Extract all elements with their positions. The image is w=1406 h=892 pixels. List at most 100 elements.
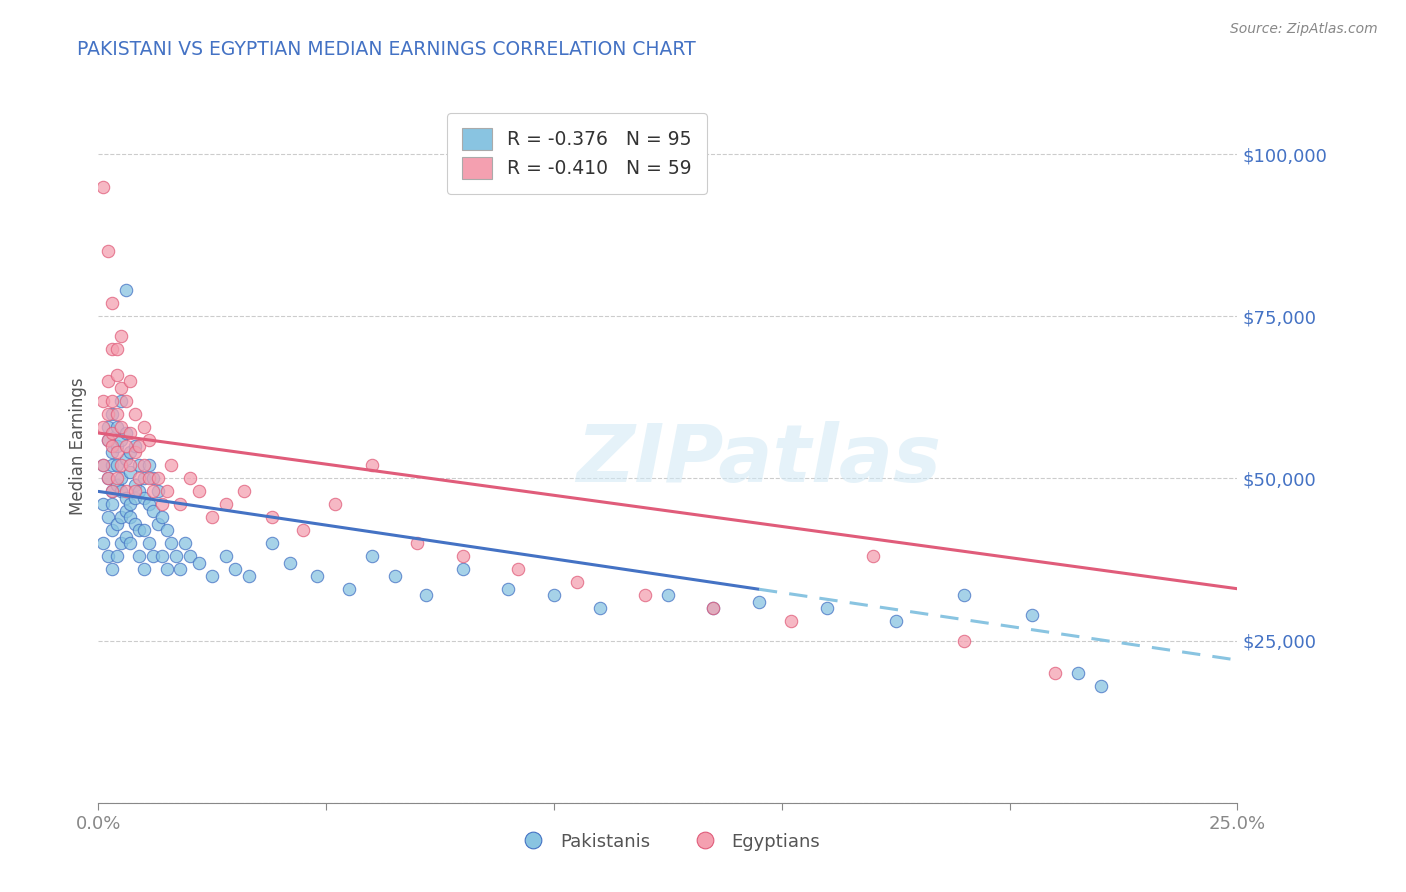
Point xyxy=(96,471,118,485)
Point xyxy=(91,458,114,473)
Point xyxy=(101,439,124,453)
Point xyxy=(953,633,976,648)
Point xyxy=(105,439,128,453)
Point xyxy=(105,471,128,485)
Point xyxy=(132,562,155,576)
Point xyxy=(96,471,118,485)
Point xyxy=(110,381,132,395)
Point xyxy=(124,445,146,459)
Point xyxy=(165,549,187,564)
Point xyxy=(132,471,155,485)
Point xyxy=(91,497,114,511)
Point xyxy=(114,425,136,440)
Point xyxy=(101,484,124,499)
Point xyxy=(138,471,160,485)
Point xyxy=(96,510,118,524)
Point xyxy=(105,516,128,531)
Point xyxy=(260,510,283,524)
Point xyxy=(101,425,124,440)
Point xyxy=(96,549,118,564)
Point xyxy=(169,562,191,576)
Point xyxy=(120,497,142,511)
Point xyxy=(215,549,238,564)
Point xyxy=(748,595,770,609)
Point xyxy=(124,516,146,531)
Point xyxy=(91,458,114,473)
Point xyxy=(124,439,146,453)
Point xyxy=(187,556,209,570)
Point xyxy=(702,601,724,615)
Point xyxy=(110,419,132,434)
Point xyxy=(101,458,124,473)
Point xyxy=(815,601,838,615)
Point xyxy=(179,471,201,485)
Point xyxy=(657,588,679,602)
Text: ZIPatlas: ZIPatlas xyxy=(576,421,942,500)
Point xyxy=(415,588,437,602)
Point xyxy=(96,419,118,434)
Point xyxy=(114,491,136,505)
Point xyxy=(114,452,136,467)
Point xyxy=(1021,607,1043,622)
Point xyxy=(278,556,301,570)
Point xyxy=(120,425,142,440)
Point xyxy=(101,342,124,356)
Point xyxy=(702,601,724,615)
Point xyxy=(543,588,565,602)
Point xyxy=(1067,666,1090,681)
Point xyxy=(953,588,976,602)
Point xyxy=(105,458,128,473)
Point xyxy=(862,549,884,564)
Point xyxy=(307,568,329,582)
Point xyxy=(142,484,165,499)
Point xyxy=(110,471,132,485)
Point xyxy=(101,393,124,408)
Point xyxy=(124,491,146,505)
Point xyxy=(138,433,160,447)
Point xyxy=(138,458,160,473)
Point xyxy=(498,582,520,596)
Point xyxy=(120,465,142,479)
Point xyxy=(384,568,406,582)
Point xyxy=(238,568,260,582)
Point xyxy=(150,497,173,511)
Point xyxy=(779,614,801,628)
Point xyxy=(160,458,183,473)
Point xyxy=(146,471,169,485)
Point xyxy=(114,530,136,544)
Point xyxy=(105,342,128,356)
Point xyxy=(101,497,124,511)
Point xyxy=(146,516,169,531)
Point xyxy=(110,458,132,473)
Point xyxy=(91,536,114,550)
Point xyxy=(215,497,238,511)
Point xyxy=(128,458,150,473)
Point xyxy=(110,510,132,524)
Point xyxy=(233,484,256,499)
Point xyxy=(120,445,142,459)
Point xyxy=(105,549,128,564)
Point xyxy=(124,478,146,492)
Point xyxy=(101,484,124,499)
Point xyxy=(91,179,114,194)
Point xyxy=(132,491,155,505)
Point xyxy=(120,536,142,550)
Point xyxy=(110,536,132,550)
Point xyxy=(101,445,124,459)
Point xyxy=(884,614,907,628)
Point xyxy=(114,283,136,297)
Point xyxy=(96,433,118,447)
Point xyxy=(128,549,150,564)
Point xyxy=(201,510,224,524)
Point xyxy=(169,497,191,511)
Point xyxy=(150,549,173,564)
Point xyxy=(120,510,142,524)
Point xyxy=(101,407,124,421)
Point xyxy=(150,510,173,524)
Point xyxy=(96,433,118,447)
Point xyxy=(201,568,224,582)
Point xyxy=(260,536,283,550)
Point xyxy=(160,536,183,550)
Point xyxy=(96,407,118,421)
Point xyxy=(128,439,150,453)
